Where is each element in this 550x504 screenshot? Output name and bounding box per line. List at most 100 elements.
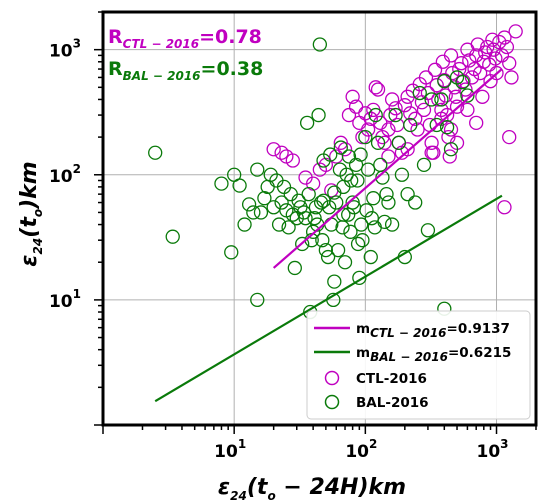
legend: mCTL − 2016=0.9137 mBAL − 2016=0.6215 CT…	[306, 310, 531, 420]
point-bal-2016-98	[460, 88, 475, 103]
point-bal-2016-92	[434, 92, 449, 107]
point-bal-2016-7	[241, 197, 257, 212]
point-bal-2016-91	[429, 117, 444, 133]
point-ctl-2016-87	[502, 56, 517, 71]
point-bal-2016-22	[283, 187, 298, 202]
point-bal-2016-88	[416, 157, 432, 173]
point-bal-2016-89	[420, 223, 436, 238]
point-ctl-2016-86	[499, 39, 515, 55]
point-bal-2016-24	[287, 260, 302, 276]
legend-label-ctl: CTL-2016	[356, 371, 427, 387]
point-bal-2016-101	[327, 185, 342, 200]
point-bal-2016-73	[370, 135, 386, 150]
point-ctl-2016-89	[508, 24, 523, 39]
point-bal-2016-96	[449, 70, 465, 85]
point-bal-2016-0	[148, 145, 163, 160]
point-bal-2016-80	[388, 107, 403, 123]
point-ctl-2016-81	[488, 51, 503, 66]
legend-label-ctl-fit: mCTL − 2016=0.9137	[356, 321, 510, 340]
point-bal-2016-9	[250, 162, 265, 177]
point-ctl-2016-57	[443, 48, 459, 63]
point-bal-2016-18	[274, 195, 289, 210]
point-ctl-2016-68	[464, 70, 480, 85]
plot-frame	[101, 10, 538, 427]
point-ctl-2016-76	[480, 39, 495, 55]
point-ctl-2016-49	[431, 92, 446, 107]
point-bal-2016-109	[353, 147, 368, 162]
y-tick-label-1: 102	[49, 162, 81, 187]
point-bal-2016-41	[313, 195, 329, 210]
point-bal-2016-53	[335, 220, 350, 235]
point-bal-2016-81	[391, 135, 406, 150]
x-tick-label-1: 102	[345, 437, 377, 462]
point-bal-2016-6	[237, 217, 252, 232]
point-bal-2016-70	[364, 211, 379, 226]
point-bal-2016-107	[332, 162, 348, 177]
point-ctl-2016-47	[427, 62, 443, 77]
point-ctl-2016-21	[368, 80, 383, 95]
point-bal-2016-104	[359, 203, 374, 218]
legend-label-bal: BAL-2016	[356, 395, 429, 411]
legend-label-bal-fit: mBAL − 2016=0.6215	[356, 345, 511, 364]
point-bal-2016-64	[352, 270, 367, 286]
point-bal-2016-10	[250, 292, 265, 308]
point-ctl-2016-58	[445, 65, 460, 81]
point-bal-2016-35	[305, 224, 321, 239]
point-ctl-2016-96	[443, 122, 459, 137]
point-bal-2016-65	[354, 217, 369, 232]
point-bal-2016-17	[271, 217, 287, 232]
y-axis-label: ε24(to)km	[17, 161, 45, 266]
point-bal-2016-31	[299, 115, 315, 131]
point-bal-2016-59	[343, 224, 358, 239]
point-ctl-2016-13	[345, 89, 360, 104]
point-ctl-2016-83	[492, 34, 507, 50]
point-ctl-2016-98	[469, 115, 484, 131]
point-bal-2016-45	[320, 249, 336, 265]
point-ctl-2016-88	[504, 70, 519, 85]
point-ctl-2016-42	[418, 70, 434, 85]
legend-marker-ctl	[324, 370, 340, 386]
annotation-ctl-r: RCTL − 2016=0.78	[108, 26, 262, 51]
point-ctl-2016-50	[434, 102, 449, 118]
point-ctl-2016-71	[470, 37, 485, 52]
point-bal-2016-95	[443, 142, 459, 157]
x-tick-label-2: 103	[476, 437, 508, 462]
point-bal-2016-69	[363, 249, 378, 265]
point-ctl-2016-84	[494, 48, 510, 63]
point-bal-2016-87	[412, 85, 427, 101]
point-bal-2016-106	[323, 147, 338, 162]
point-bal-2016-25	[289, 211, 304, 226]
point-ctl-2016-40	[414, 95, 430, 110]
point-bal-2016-97	[455, 74, 470, 90]
point-bal-2016-76	[377, 214, 392, 230]
point-ctl-2016-63	[454, 56, 469, 71]
point-ctl-2016-53	[438, 88, 453, 103]
point-ctl-2016-51	[435, 54, 451, 69]
point-ctl-2016-45	[424, 135, 439, 150]
point-bal-2016-62	[348, 157, 364, 173]
point-bal-2016-26	[291, 193, 306, 208]
point-ctl-2016-22	[370, 82, 386, 97]
point-bal-2016-42	[315, 233, 330, 248]
point-bal-2016-2	[214, 176, 229, 191]
fit-line-0	[272, 68, 503, 269]
axis-ticks: 101 102 103 101 102 103	[49, 11, 537, 462]
point-ctl-2016-82	[489, 65, 504, 81]
point-bal-2016-94	[439, 120, 455, 135]
point-bal-2016-44	[318, 242, 334, 258]
point-ctl-2016-29	[388, 101, 403, 116]
point-bal-2016-68	[360, 162, 376, 177]
point-ctl-2016-93	[424, 145, 439, 160]
point-bal-2016-12	[257, 191, 272, 206]
point-ctl-2016-17	[358, 106, 373, 121]
point-bal-2016-54	[336, 179, 351, 195]
fit-line-1	[154, 194, 503, 403]
fit-lines	[154, 68, 503, 403]
point-ctl-2016-73	[475, 89, 490, 104]
point-bal-2016-36	[307, 211, 322, 226]
point-bal-2016-63	[350, 173, 365, 188]
point-bal-2016-79	[384, 217, 400, 232]
point-bal-2016-82	[394, 167, 410, 182]
point-bal-2016-103	[350, 236, 366, 252]
point-bal-2016-13	[260, 179, 275, 195]
